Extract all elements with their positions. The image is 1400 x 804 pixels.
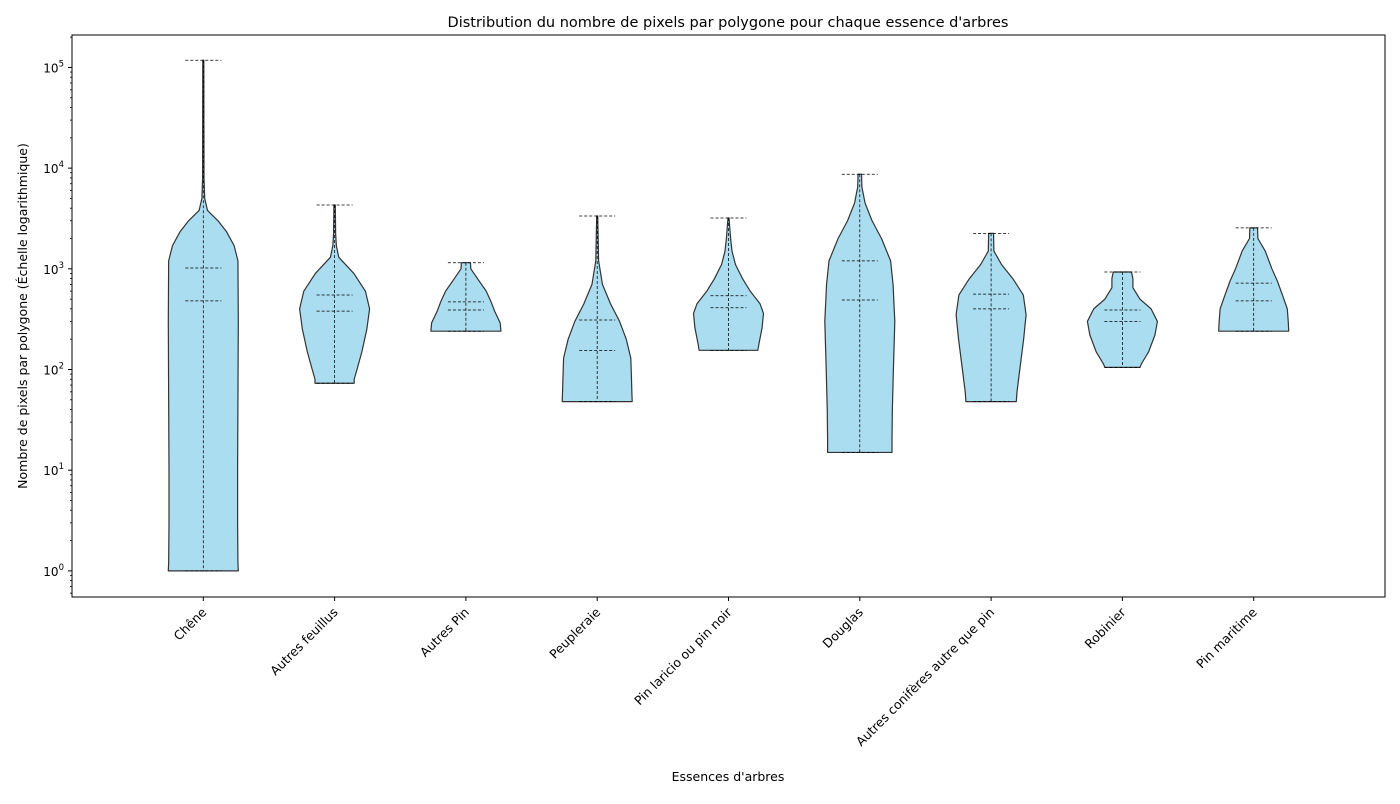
x-axis: Chêne Autres feuillus Autres Pin Peupleraie… [171, 597, 1260, 749]
chart-title: Distribution du nombre de pixels par pol… [448, 15, 1009, 31]
violin-peupleraie [561, 215, 633, 403]
y-tick-label: 101 [43, 462, 64, 478]
violin-robinier [1086, 271, 1158, 368]
violin-body [299, 204, 371, 384]
y-axis: 100 101 102 103 104 105 [43, 36, 72, 594]
y-tick-label: 105 [43, 59, 64, 75]
y-tick-label: 103 [43, 261, 64, 277]
x-tick-label: Autres feuillus [267, 605, 341, 679]
x-tick-label: Pin laricio ou pin noir [631, 604, 735, 708]
violin-douglas [824, 173, 896, 454]
y-tick-label: 100 [43, 563, 64, 579]
violin-autres-coniferes-autre-que-pin [955, 232, 1027, 403]
x-tick-label: Pin maritime [1193, 604, 1260, 671]
x-tick-label: Chêne [171, 604, 210, 643]
x-tick-label: Peupleraie [546, 604, 603, 661]
violins [167, 59, 1290, 572]
x-tick-label: Autres conifères autre que pin [853, 605, 997, 749]
y-tick-label: 102 [43, 361, 64, 377]
violin-pin-maritime [1218, 227, 1290, 332]
x-tick-label: Robinier [1082, 604, 1130, 652]
violin-chene [167, 59, 239, 572]
violin-pin-laricio-ou-pin-noir [692, 217, 765, 351]
y-axis-label: Nombre de pixels par polygone (Échelle l… [15, 143, 30, 489]
violin-body [824, 173, 896, 454]
x-axis-label: Essences d'arbres [672, 769, 785, 784]
y-tick-label: 104 [43, 160, 64, 176]
x-tick-label: Douglas [819, 605, 866, 652]
violin-autres-pin [430, 262, 502, 332]
x-tick-label: Autres Pin [417, 605, 472, 660]
violin-autres-feuillus [299, 204, 371, 384]
